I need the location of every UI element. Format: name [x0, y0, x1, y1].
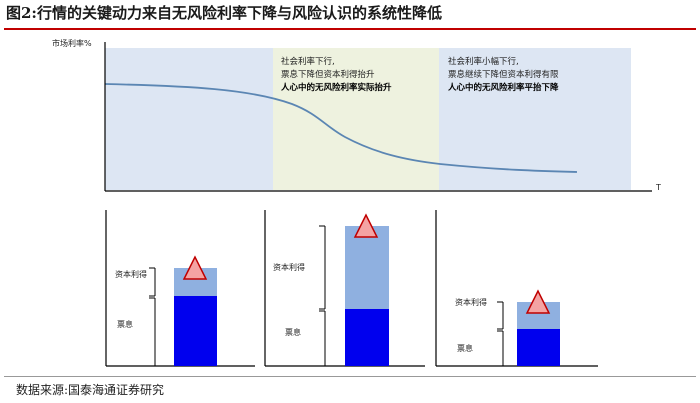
panel-2-bracket-coupon [319, 310, 326, 366]
y-axis-label: 市场利率% [52, 38, 92, 48]
x-axis-label: T [655, 183, 661, 192]
zone-1-background [105, 48, 273, 190]
panel-2-bracket-capital [319, 225, 326, 310]
panel-1-triangle-icon [182, 255, 208, 280]
zone-2-background [273, 48, 439, 190]
zone-2-line-1: 社会利率下行, [281, 56, 335, 67]
panel-3-triangle-icon [525, 289, 551, 314]
panel-3-bracket-capital [497, 301, 504, 330]
panel-1-coupon-label: 票息 [117, 319, 133, 329]
panel-1-bracket-capital [149, 267, 156, 297]
panel-2-coupon-bar [345, 309, 389, 366]
panel-1-bracket-coupon [149, 297, 156, 366]
panel-3-bracket-coupon [497, 330, 504, 366]
panel-3-capital-gain-label: 资本利得 [455, 297, 487, 307]
panel-1-capital-gain-label: 资本利得 [115, 269, 147, 279]
zone-2-line-3: 人心中的无风险利率实际抬升 [281, 82, 392, 93]
panel-2-capital-gain-label: 资本利得 [273, 262, 305, 272]
panel-1-coupon-bar [174, 296, 217, 366]
panel-2-coupon-label: 票息 [285, 327, 301, 337]
source-note: 数据来源:国泰海通证券研究 [16, 383, 165, 397]
panel-3-coupon-label: 票息 [457, 343, 473, 353]
zone-3-line-2: 票息继续下降但资本利得有限 [448, 69, 559, 80]
zone-2-line-2: 票息下降但资本利得抬升 [281, 69, 375, 80]
zone-3-line-1: 社会利率小幅下行, [448, 56, 519, 67]
panel-2-capital-gain-bar [345, 226, 389, 309]
zone-3-line-3: 人心中的无风险利率平抬下降 [448, 82, 559, 93]
panel-2: 资本利得 票息 [264, 210, 425, 367]
bottom-rule [4, 376, 696, 377]
rate-curve [104, 83, 578, 173]
panel-1: 资本利得 票息 [105, 210, 255, 367]
panel-3-coupon-bar [517, 329, 560, 366]
panel-2-triangle-icon [353, 213, 379, 238]
panel-3: 资本利得 票息 [435, 210, 598, 367]
top-chart: 市场利率% T 社会利率下行, 票息下降但资本利得抬升 人心中的无风险利率实际抬… [52, 38, 661, 192]
title-rule [4, 28, 696, 30]
figure-title: 图2:行情的关键动力来自无风险利率下降与风险认识的系统性降低 [6, 4, 442, 22]
